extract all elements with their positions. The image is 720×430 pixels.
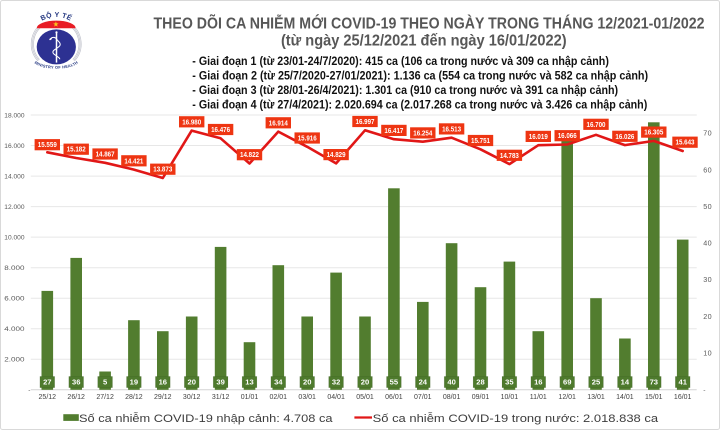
svg-text:(từ ngày 25/12/2021 đến ngày 1: (từ ngày 25/12/2021 đến ngày 16/01/2022): [281, 33, 567, 50]
svg-text:06/01: 06/01: [385, 394, 403, 401]
svg-text:10: 10: [703, 349, 712, 358]
svg-text:25: 25: [592, 378, 601, 387]
svg-text:20: 20: [703, 312, 712, 321]
svg-text:4.000: 4.000: [4, 326, 25, 333]
svg-text:31/12: 31/12: [212, 394, 230, 401]
svg-text:07/01: 07/01: [414, 394, 432, 401]
svg-text:28/12: 28/12: [125, 394, 143, 401]
svg-text:16.305: 16.305: [644, 130, 663, 137]
svg-text:03/01: 03/01: [298, 394, 316, 401]
svg-text:27: 27: [43, 378, 51, 387]
svg-text:14.822: 14.822: [240, 152, 259, 159]
svg-text:16.000: 16.000: [4, 143, 25, 150]
svg-text:16.914: 16.914: [269, 120, 288, 127]
svg-text:36: 36: [72, 378, 80, 387]
svg-text:Số ca nhiễm COVID-19 trong nướ: Số ca nhiễm COVID-19 trong nước: 2.018.8…: [373, 412, 659, 425]
svg-text:24: 24: [419, 378, 428, 387]
svg-text:11/01: 11/01: [530, 394, 547, 401]
svg-text:15/01: 15/01: [645, 394, 663, 401]
svg-text:- Giai đoạn 1 (từ 23/01-24/7/2: - Giai đoạn 1 (từ 23/01-24/7/2020): 415 …: [192, 55, 609, 68]
svg-text:2.000: 2.000: [4, 357, 25, 364]
svg-text:16: 16: [159, 378, 167, 387]
svg-text:15.559: 15.559: [38, 142, 57, 149]
svg-text:10/01: 10/01: [501, 394, 519, 401]
svg-text:30/12: 30/12: [183, 394, 201, 401]
svg-text:41: 41: [678, 378, 687, 387]
svg-text:26/12: 26/12: [67, 394, 85, 401]
svg-text:40: 40: [447, 378, 455, 387]
svg-text:16.019: 16.019: [529, 134, 548, 141]
svg-text:69: 69: [563, 378, 571, 387]
svg-text:8.000: 8.000: [4, 265, 25, 272]
svg-text:09/01: 09/01: [472, 394, 490, 401]
svg-text:14.783: 14.783: [500, 153, 519, 160]
svg-text:14: 14: [621, 378, 630, 387]
svg-text:16.980: 16.980: [182, 119, 201, 126]
svg-text:16.997: 16.997: [356, 119, 375, 126]
svg-text:28: 28: [476, 378, 484, 387]
svg-text:29/12: 29/12: [154, 394, 172, 401]
svg-text:BỘ Y TẾ: BỘ Y TẾ: [40, 10, 74, 22]
svg-text:15.916: 15.916: [298, 136, 317, 143]
svg-text:6.000: 6.000: [4, 296, 25, 303]
svg-text:04/01: 04/01: [327, 394, 345, 401]
svg-text:12.000: 12.000: [4, 204, 25, 211]
svg-text:05/01: 05/01: [356, 394, 374, 401]
svg-text:- Giai đoạn 3 (từ 28/01-26/4/2: - Giai đoạn 3 (từ 28/01-26/4/2021): 1.30…: [192, 84, 618, 97]
svg-text:16.254: 16.254: [413, 130, 432, 137]
svg-text:-: -: [28, 387, 30, 394]
svg-text:Số ca nhiễm COVID-19 nhập cảnh: Số ca nhiễm COVID-19 nhập cảnh: 4.708 ca: [79, 412, 333, 425]
svg-text:14.867: 14.867: [96, 152, 115, 159]
svg-text:50: 50: [703, 202, 712, 211]
svg-text:16.066: 16.066: [558, 133, 577, 140]
svg-text:16.700: 16.700: [587, 122, 606, 129]
svg-text:12/01: 12/01: [558, 394, 576, 401]
svg-text:- Giai đoạn 4 (từ 27/4/2021):: - Giai đoạn 4 (từ 27/4/2021): 2.020.694 …: [192, 98, 647, 111]
svg-text:15.751: 15.751: [471, 138, 490, 145]
svg-text:16.476: 16.476: [211, 127, 230, 134]
svg-text:14.829: 14.829: [327, 152, 346, 159]
svg-text:01/01: 01/01: [241, 394, 259, 401]
svg-text:- Giai đoạn 2 (từ 25/7/2020-27: - Giai đoạn 2 (từ 25/7/2020-27/01/2021):…: [192, 70, 648, 83]
svg-text:18.000: 18.000: [4, 112, 25, 119]
svg-text:13/01: 13/01: [587, 394, 605, 401]
svg-text:15.643: 15.643: [676, 140, 695, 147]
svg-text:35: 35: [505, 378, 514, 387]
svg-text:THEO DÕI CA NHIỄM MỚI COVID-19: THEO DÕI CA NHIỄM MỚI COVID-19 THEO NGÀY…: [154, 13, 705, 33]
svg-text:25/12: 25/12: [39, 394, 57, 401]
svg-text:73: 73: [650, 378, 658, 387]
svg-text:20: 20: [187, 378, 195, 387]
svg-text:55: 55: [390, 378, 399, 387]
svg-text:-: -: [703, 387, 705, 394]
svg-text:15.182: 15.182: [67, 147, 86, 154]
svg-text:19: 19: [130, 378, 138, 387]
svg-text:14.000: 14.000: [4, 173, 25, 180]
svg-text:16: 16: [534, 378, 542, 387]
svg-text:20: 20: [303, 378, 311, 387]
svg-text:39: 39: [216, 378, 224, 387]
svg-text:70: 70: [703, 129, 712, 138]
svg-text:13: 13: [245, 378, 253, 387]
svg-text:10.000: 10.000: [4, 234, 25, 241]
svg-text:14.421: 14.421: [124, 158, 143, 165]
svg-text:32: 32: [332, 378, 340, 387]
svg-text:20: 20: [361, 378, 369, 387]
svg-text:40: 40: [703, 239, 712, 248]
svg-text:60: 60: [703, 165, 712, 174]
svg-text:16.513: 16.513: [442, 126, 461, 133]
svg-text:16.026: 16.026: [615, 134, 634, 141]
svg-text:16.417: 16.417: [384, 128, 403, 135]
svg-text:14/01: 14/01: [616, 394, 634, 401]
svg-text:27/12: 27/12: [96, 394, 114, 401]
svg-text:13.873: 13.873: [153, 167, 172, 174]
svg-text:34: 34: [274, 378, 283, 387]
svg-text:5: 5: [103, 378, 108, 387]
svg-text:16/01: 16/01: [674, 394, 692, 401]
svg-text:30: 30: [703, 275, 712, 284]
svg-text:02/01: 02/01: [270, 394, 288, 401]
svg-text:08/01: 08/01: [443, 394, 461, 401]
